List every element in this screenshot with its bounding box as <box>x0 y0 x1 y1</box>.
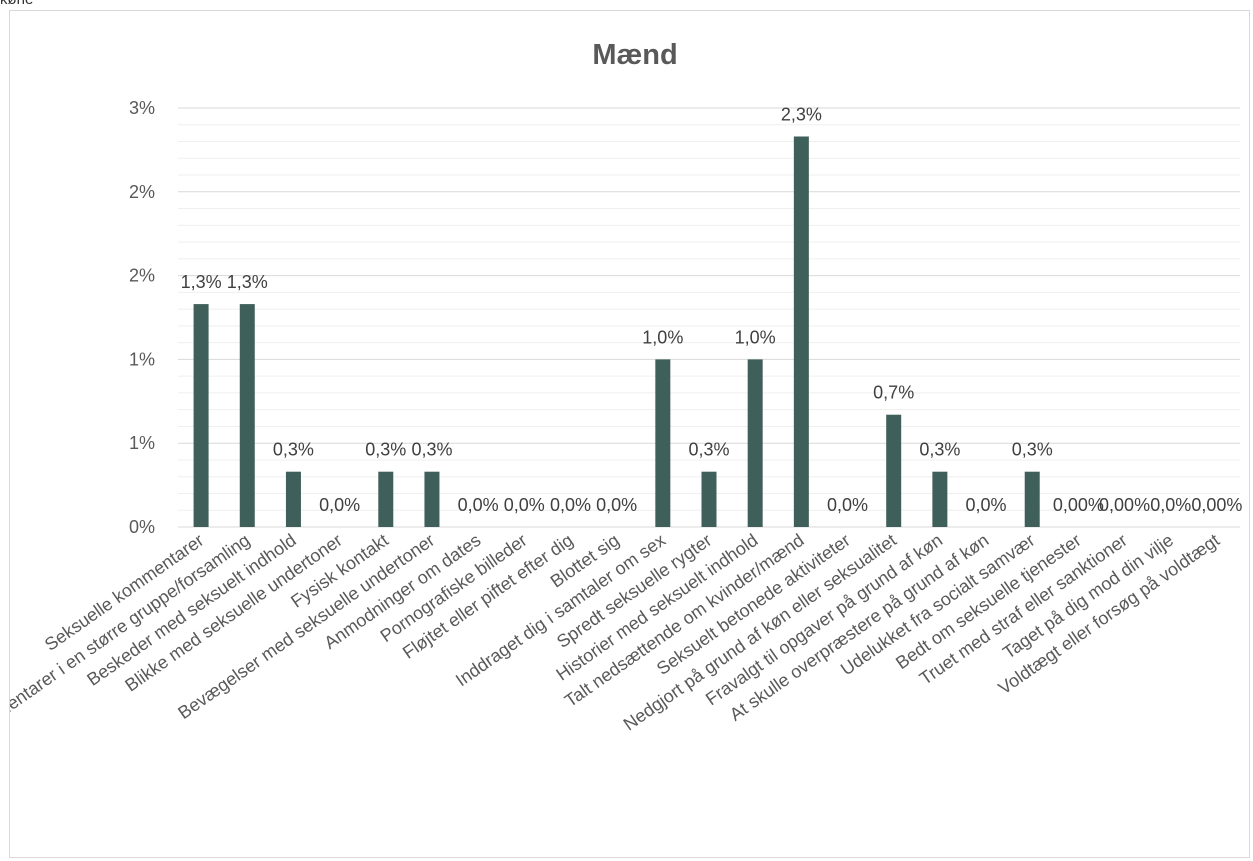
data-label: 0,0% <box>504 495 545 515</box>
bar <box>378 471 394 527</box>
y-tick-label: 0% <box>129 517 155 537</box>
x-axis-ticks: Seksuelle kommentarerSeksuelle kommentar… <box>10 530 1223 790</box>
data-labels: 1,3% 1,3%0,3%0,0%0,3% 0,3%0,0% 0,0% 0,0% 0,0%… <box>181 104 1243 515</box>
bar <box>1024 471 1040 527</box>
data-label: 0,3% <box>1012 440 1053 460</box>
gridlines <box>178 107 1240 511</box>
y-tick-label: 2% <box>129 266 155 286</box>
data-label: 0,0% <box>458 495 499 515</box>
y-tick-label: 3% <box>129 98 155 118</box>
data-label: 0,0% <box>550 495 591 515</box>
data-label: 0,0% <box>827 495 868 515</box>
bar <box>886 414 902 527</box>
data-label: 0,00% <box>1099 495 1150 515</box>
y-tick-label: 2% <box>129 182 155 202</box>
data-label: 0,3% <box>919 440 960 460</box>
bar <box>193 304 209 527</box>
data-label: 1,0% <box>735 327 776 347</box>
bar <box>932 471 948 527</box>
bar <box>747 359 763 527</box>
data-label: 0,0% <box>319 495 360 515</box>
bar <box>285 471 301 527</box>
y-axis-ticks: 0% 1% 1% 2% 2% 3% <box>129 98 155 537</box>
data-label: 1,3% <box>227 272 268 292</box>
y-tick-label: 1% <box>129 349 155 369</box>
data-label: 0,0% <box>1150 495 1191 515</box>
data-label: 0,3% <box>273 440 314 460</box>
data-label: 0,0% <box>596 495 637 515</box>
bar <box>239 304 255 527</box>
bar <box>793 136 809 527</box>
data-label: 2,3% <box>781 104 822 124</box>
bar <box>424 471 440 527</box>
data-label: 0,0% <box>966 495 1007 515</box>
data-label: 0,00% <box>1191 495 1242 515</box>
data-label: 1,3% <box>181 272 222 292</box>
data-label: 0,3% <box>688 440 729 460</box>
data-label: 0,3% <box>365 440 406 460</box>
bars <box>193 136 1040 527</box>
y-tick-label: 1% <box>129 433 155 453</box>
data-label: 0,7% <box>873 383 914 403</box>
data-label: 0,3% <box>411 440 452 460</box>
data-label: 0,00% <box>1053 495 1104 515</box>
chart-title: Mænd <box>592 39 677 71</box>
bar <box>655 359 671 527</box>
bar-chart: Mænd 0%1%1%2%2%3% 1,3% 1,3%0,3%0,0%0,3% 0,… <box>10 39 1243 790</box>
chart-frame: Mænd 0% 1% 1% 2% 2% 3% 1,3% 1,3% 0,3% 0,0% 0,3% 0,… <box>9 10 1250 858</box>
bar <box>701 471 717 527</box>
data-label: 1,0% <box>642 327 683 347</box>
